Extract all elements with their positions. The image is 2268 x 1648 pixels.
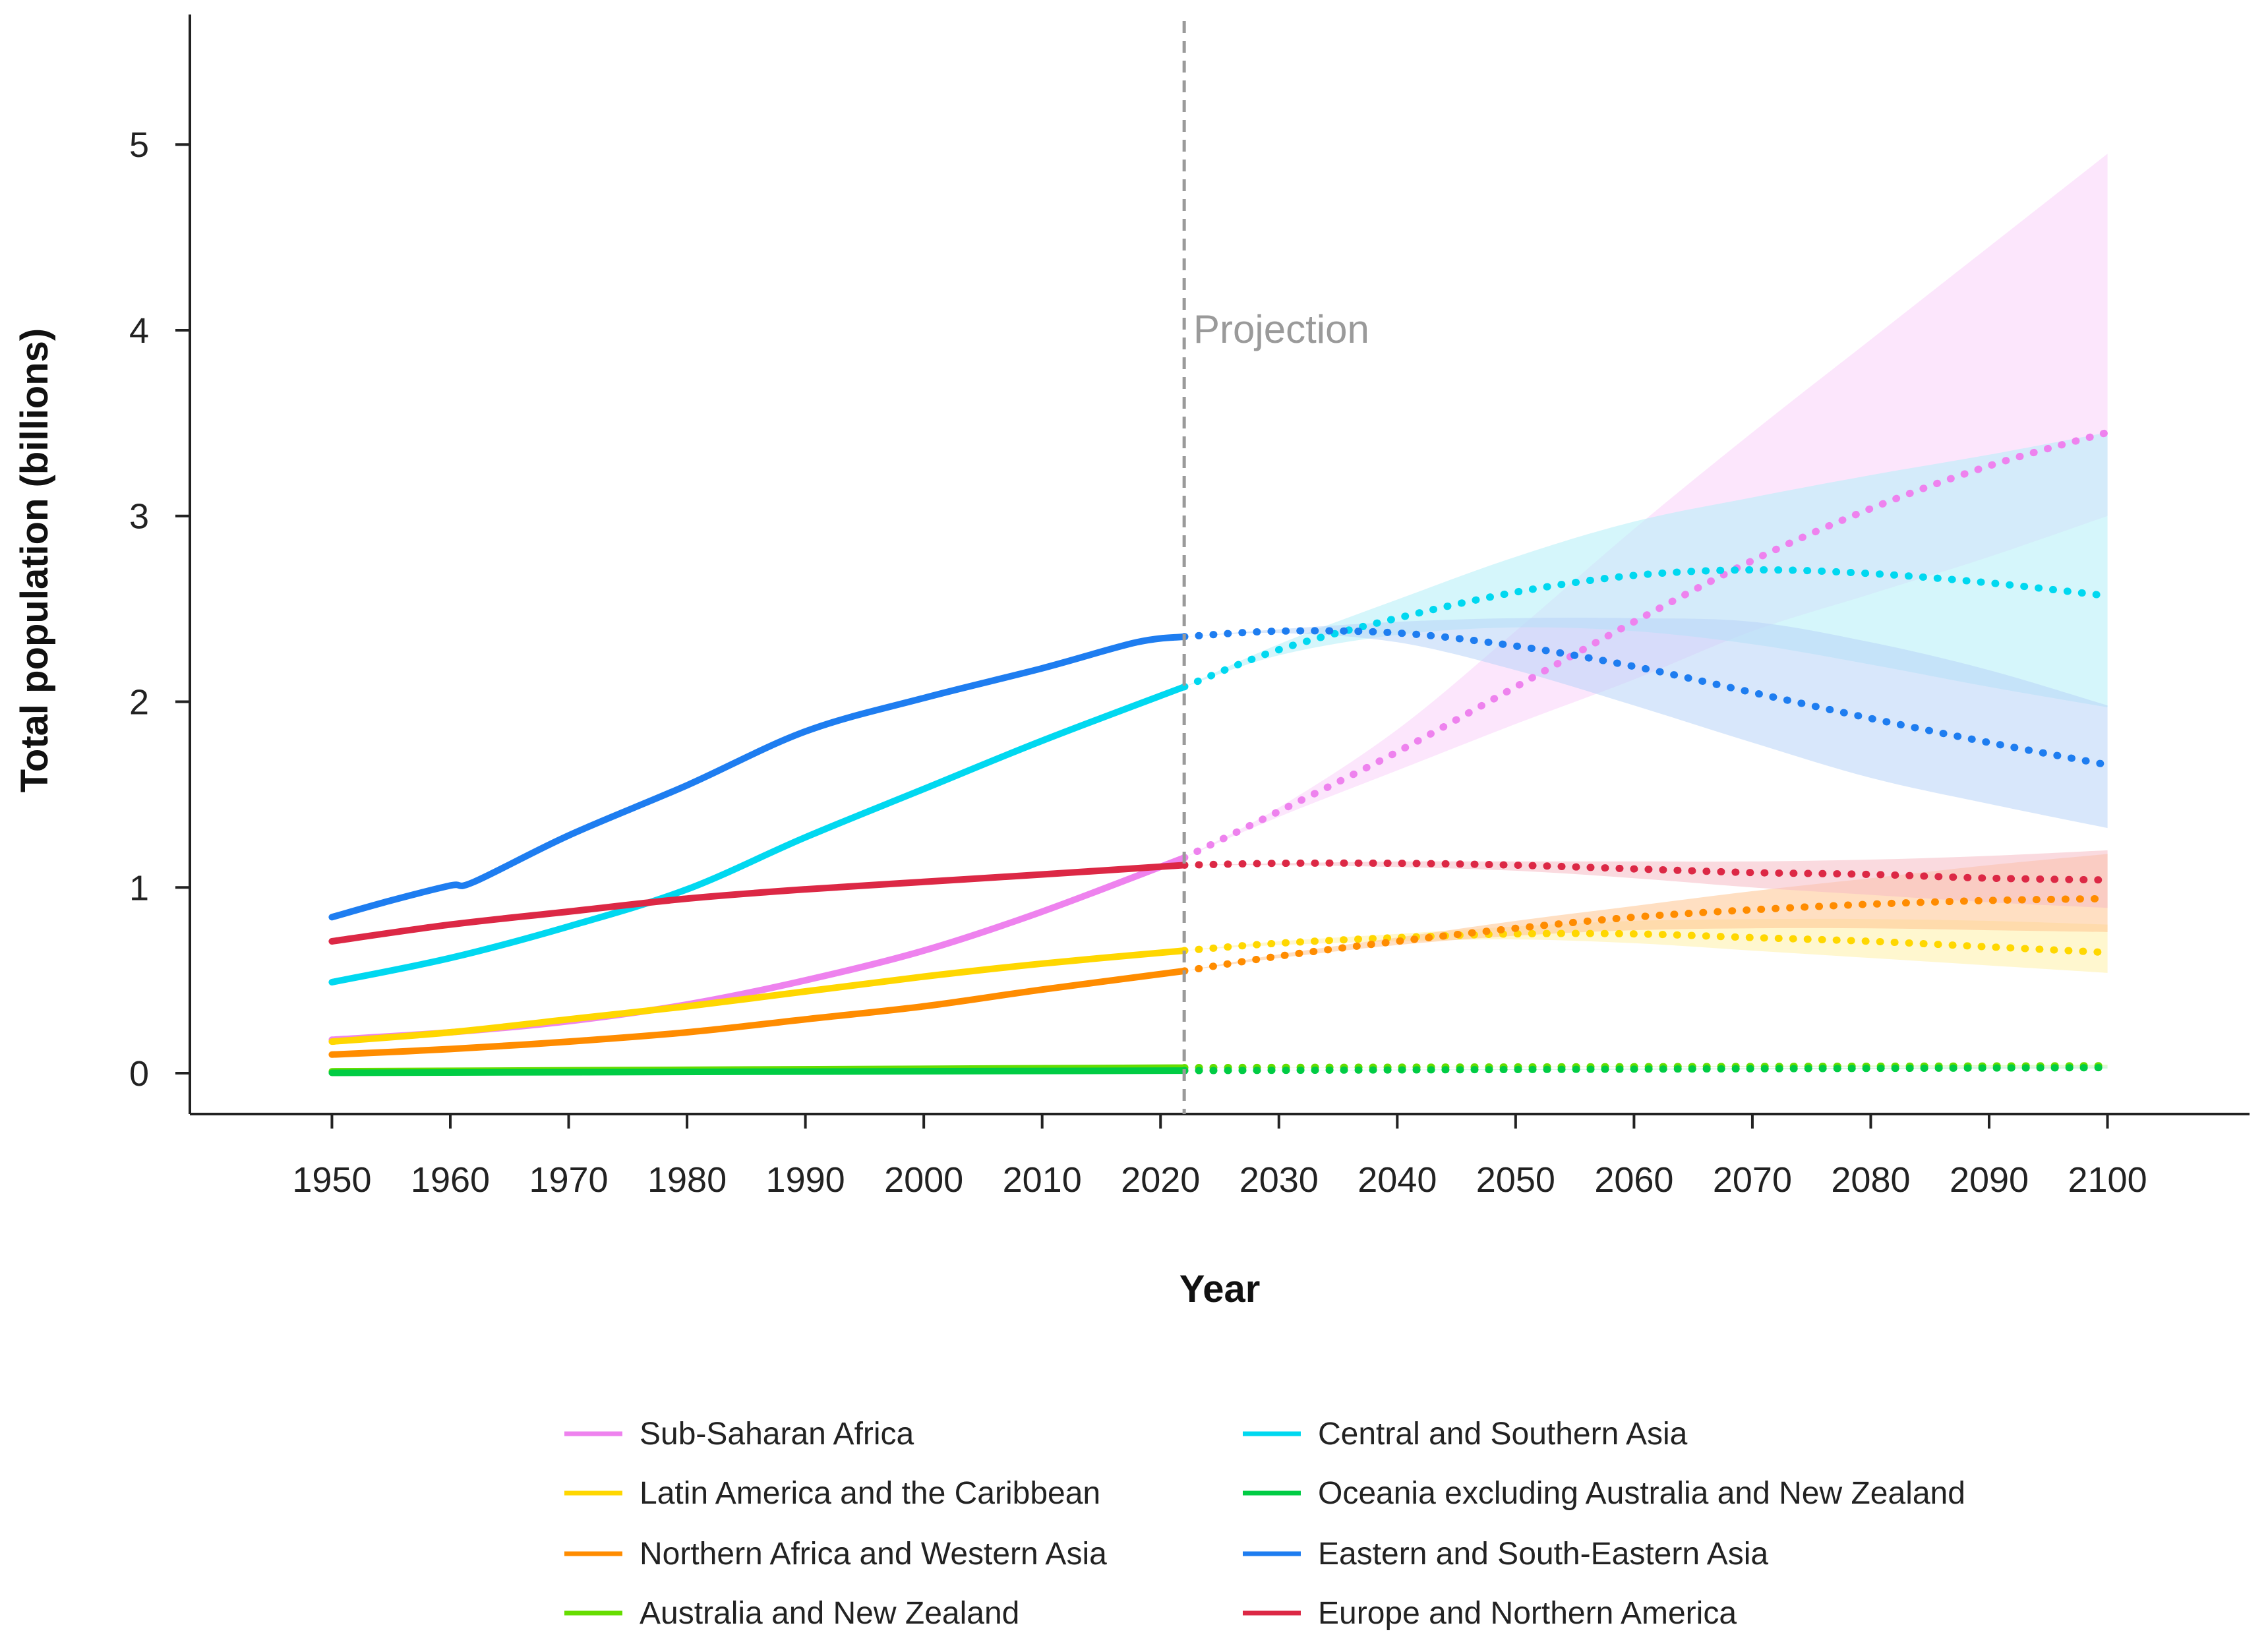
series-projection-line-0 <box>1180 428 2112 862</box>
legend-label: Eastern and South-Eastern Asia <box>1318 1537 1768 1572</box>
y-tick-label: 3 <box>129 497 149 537</box>
legend-label: Northern Africa and Western Asia <box>640 1537 1107 1572</box>
x-tick-label: 2090 <box>1950 1160 2029 1200</box>
x-tick-label: 2060 <box>1594 1160 1673 1200</box>
x-tick-label: 2070 <box>1713 1160 1792 1200</box>
legend-label: Central and Southern Asia <box>1318 1417 1688 1452</box>
x-tick-label: 1950 <box>292 1160 371 1200</box>
x-tick-label: 2000 <box>884 1160 963 1200</box>
x-tick-label: 1970 <box>529 1160 608 1200</box>
x-axis-title: Year <box>1179 1268 1261 1310</box>
series-historical-line-7 <box>328 862 1188 945</box>
series-historical-line-4 <box>328 684 1188 986</box>
y-tick-label: 5 <box>129 125 149 165</box>
series-historical-line-2 <box>328 968 1188 1058</box>
y-tick-label: 4 <box>129 311 149 351</box>
series-historical-line-6 <box>328 633 1188 921</box>
x-tick-label: 1960 <box>411 1160 490 1200</box>
axes: 0 1 2 3 4 5 1950 1960 1970 1980 1990 2000 2010 2020 20… <box>129 15 2250 1200</box>
y-tick-label: 0 <box>129 1054 149 1094</box>
x-tick-label: 1990 <box>766 1160 845 1200</box>
series-projection-line-6 <box>1180 627 2112 769</box>
x-tick-label: 2100 <box>2068 1160 2147 1200</box>
legend: Sub-Saharan Africa Latin America and the … <box>564 1417 1965 1631</box>
series-projection-line-5 <box>1180 1064 2112 1074</box>
series-projection-line-4 <box>1180 566 2112 691</box>
series-lines <box>328 428 2112 1076</box>
y-tick-label: 1 <box>129 868 149 908</box>
projection-annotation: Projection <box>1193 307 1369 351</box>
series-projection-line-1 <box>1180 929 2112 956</box>
x-tick-label: 2040 <box>1358 1160 1437 1200</box>
y-axis-title: Total population (billions) <box>13 328 56 792</box>
x-tick-label: 2030 <box>1239 1160 1319 1200</box>
x-tick-label: 2050 <box>1476 1160 1555 1200</box>
series-projection-line-7 <box>1180 859 2112 884</box>
series-historical-line-5 <box>328 1067 1188 1076</box>
y-tick-label: 2 <box>129 683 149 722</box>
legend-label: Sub-Saharan Africa <box>640 1417 914 1452</box>
x-tick-label: 2010 <box>1003 1160 1082 1200</box>
series-historical-line-1 <box>328 947 1188 1045</box>
x-tick-label: 2080 <box>1831 1160 1910 1200</box>
x-tick-label: 2020 <box>1121 1160 1200 1200</box>
x-tick-label: 1980 <box>647 1160 727 1200</box>
uncertainty-band-6 <box>1184 618 2108 829</box>
series-projection-line-2 <box>1180 895 2112 975</box>
uncertainty-band-1 <box>1184 918 2108 973</box>
legend-label: Oceania excluding Australia and New Zeal… <box>1318 1476 1965 1511</box>
legend-label: Australia and New Zealand <box>640 1596 1019 1631</box>
uncertainty-band-4 <box>1184 432 2108 707</box>
legend-label: Latin America and the Caribbean <box>640 1476 1100 1511</box>
legend-label: Europe and Northern America <box>1318 1596 1737 1631</box>
